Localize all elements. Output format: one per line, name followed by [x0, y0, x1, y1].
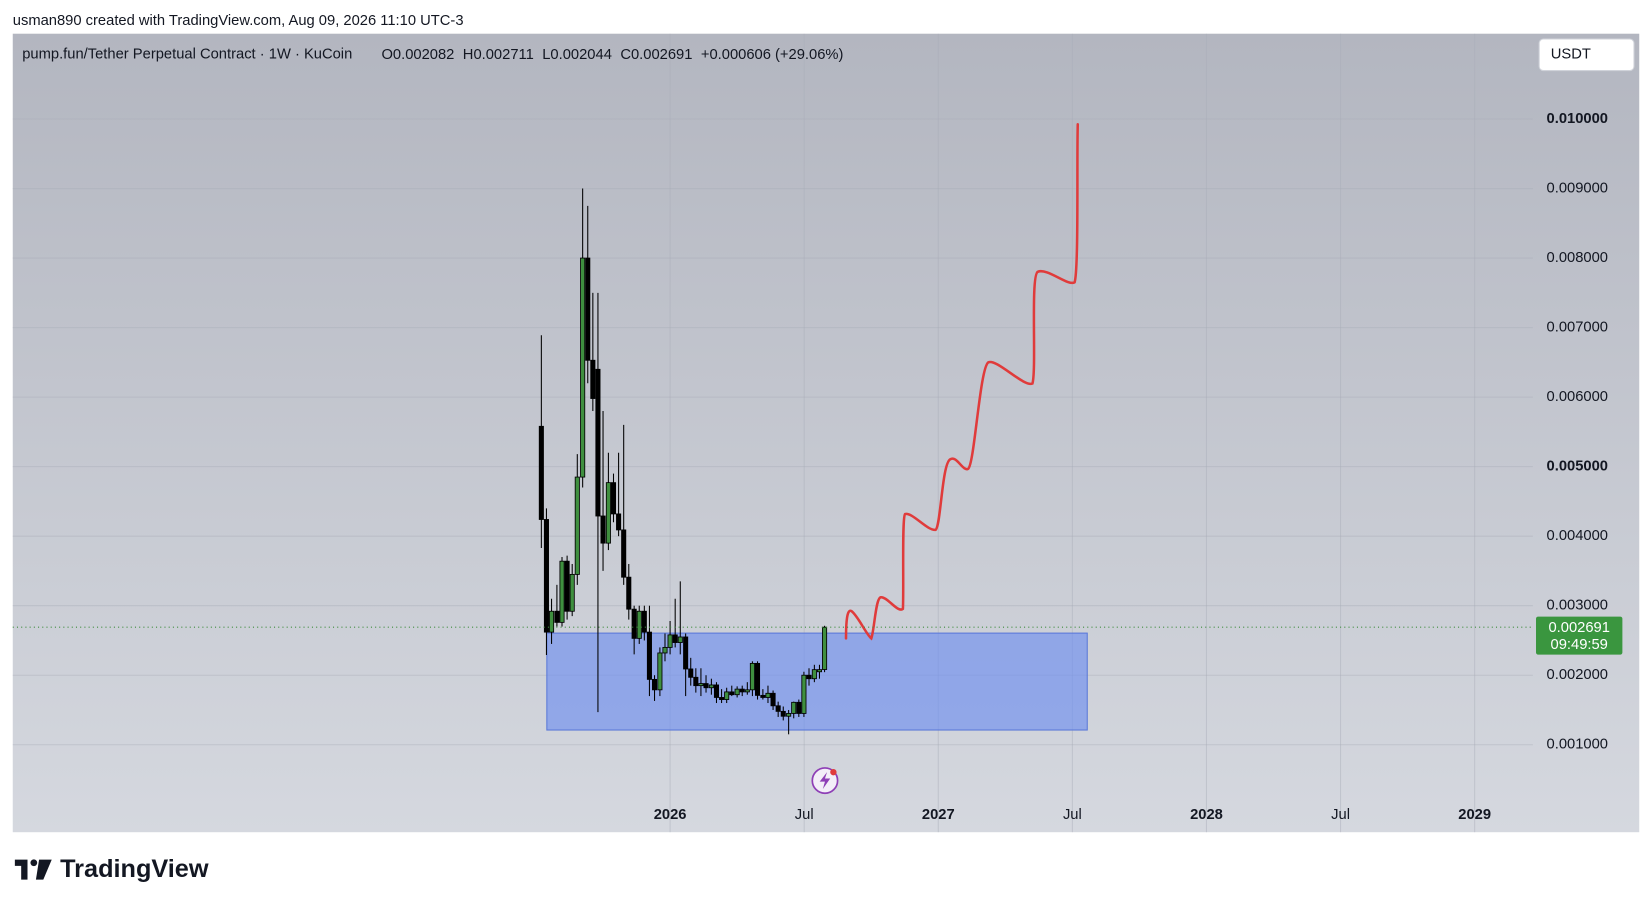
- y-tick-label: 0.010000: [1547, 111, 1608, 127]
- candle-body: [806, 674, 812, 680]
- candle-body: [739, 688, 745, 693]
- candle-body: [796, 701, 802, 714]
- candle-body: [667, 634, 673, 648]
- chart-title: pump.fun/Tether Perpetual Contract · 1W …: [22, 47, 352, 63]
- candle-body: [621, 529, 627, 578]
- ohlc-readout: O0.002082 H0.002711 L0.002044 C0.002691 +0.0…: [381, 47, 843, 63]
- candle-body: [662, 646, 668, 654]
- candle-body: [559, 560, 565, 623]
- candle-body: [683, 636, 689, 670]
- ohlc-value: L0.002044: [542, 47, 612, 63]
- y-tick-label: 0.006000: [1547, 389, 1608, 405]
- candle-body: [749, 662, 755, 691]
- candle-body: [713, 684, 720, 698]
- candle-body: [595, 368, 601, 517]
- y-tick-label: 0.005000: [1547, 459, 1608, 475]
- candle-body: [672, 634, 678, 643]
- candle-body: [744, 689, 750, 693]
- y-tick-label: 0.008000: [1547, 250, 1608, 266]
- candle-body: [626, 576, 632, 610]
- ohlc-value: C0.002691: [620, 47, 692, 63]
- candle-body: [657, 652, 663, 691]
- candle-body: [610, 482, 617, 515]
- projection-drawing: [844, 123, 1080, 641]
- logo: [14, 859, 52, 880]
- candle-body: [775, 705, 781, 712]
- candle-body: [564, 560, 570, 612]
- candle-body: [688, 668, 694, 678]
- y-tick-label: 0.009000: [1547, 180, 1608, 196]
- x-tick-label: 2028: [1190, 807, 1223, 823]
- x-tick-label: 2027: [922, 807, 955, 823]
- candle-body: [646, 631, 652, 680]
- candle-body: [801, 674, 807, 714]
- candle-body: [600, 515, 606, 544]
- candle-body: [569, 573, 575, 612]
- candle-body: [574, 476, 580, 575]
- last-price-label: 0.002691: [1548, 620, 1609, 636]
- candle-body: [780, 710, 786, 717]
- y-tick-label: 0.001000: [1547, 737, 1608, 753]
- x-tick-label: Jul: [1063, 807, 1082, 823]
- candle-body: [549, 610, 555, 633]
- candle-body: [760, 694, 766, 698]
- attribution: usman890 created with TradingView.com, A…: [13, 13, 464, 29]
- candle-body: [822, 626, 828, 670]
- candle-body: [636, 610, 642, 639]
- y-tick-label: 0.004000: [1547, 528, 1608, 544]
- zone-rectangle: [546, 632, 1088, 731]
- candle-body: [605, 482, 611, 544]
- y-tick-label: 0.003000: [1547, 598, 1608, 614]
- candle-body: [693, 676, 699, 687]
- candle-body: [734, 688, 740, 696]
- candle-body: [652, 678, 658, 691]
- ohlc-value: O0.002082: [381, 47, 454, 63]
- candle-body: [616, 513, 622, 531]
- candle-body: [641, 610, 647, 633]
- x-tick-label: 2029: [1458, 807, 1491, 823]
- x-tick-label: Jul: [1331, 807, 1350, 823]
- currency-button[interactable]: [1538, 38, 1635, 72]
- candle-body: [786, 713, 792, 717]
- candle-body: [698, 683, 704, 687]
- candle-body: [580, 257, 586, 478]
- x-tick-label: 2026: [654, 807, 687, 823]
- candle-body: [538, 425, 544, 520]
- candle-body: [791, 701, 797, 714]
- ohlc-value: +0.000606 (+29.06%): [701, 47, 844, 63]
- candle-body: [543, 519, 549, 633]
- candle-body: [708, 684, 714, 689]
- candle-body: [816, 669, 822, 673]
- candle-body: [677, 636, 683, 643]
- currency-label[interactable]: USDT: [1551, 47, 1591, 63]
- ohlc-value: H0.002711: [463, 47, 534, 63]
- candle-body: [754, 662, 761, 696]
- candle-body: [590, 359, 596, 399]
- candle-body: [554, 610, 560, 623]
- brand: TradingView: [60, 855, 209, 883]
- candle-body: [703, 683, 709, 689]
- y-tick-label: 0.002000: [1547, 667, 1608, 683]
- y-tick-label: 0.007000: [1547, 319, 1608, 335]
- candle-body: [585, 257, 591, 361]
- last-price-box: [1536, 616, 1623, 655]
- candle-body: [765, 692, 771, 698]
- candle-body: [631, 608, 637, 639]
- candle-body: [724, 691, 730, 700]
- candle-body: [770, 692, 776, 707]
- countdown-label: 09:49:59: [1551, 637, 1608, 653]
- candles: [538, 188, 828, 735]
- event-icon[interactable]: [811, 767, 839, 795]
- candle-body: [719, 697, 725, 700]
- candle-body: [811, 669, 817, 680]
- x-tick-label: Jul: [795, 807, 814, 823]
- candle-body: [729, 691, 735, 696]
